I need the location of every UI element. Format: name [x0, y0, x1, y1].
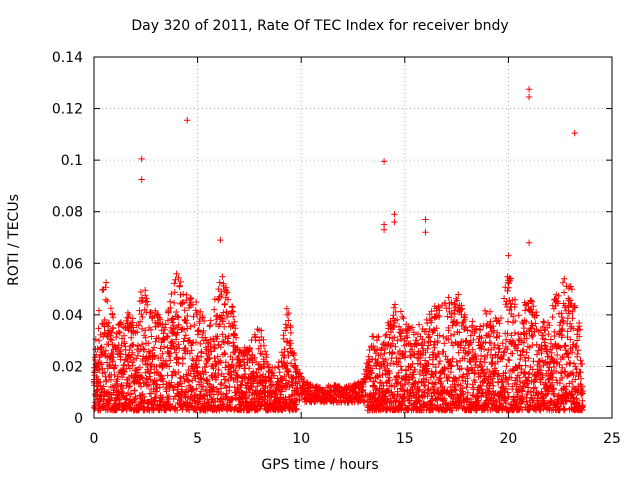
y-tick-label: 0.12 — [52, 102, 83, 118]
y-tick-label: 0.1 — [61, 153, 83, 169]
roti-data-points — [90, 86, 586, 414]
y-tick-label: 0.06 — [52, 256, 83, 272]
y-tick-label: 0.04 — [52, 308, 83, 324]
y-tick-label: 0.08 — [52, 205, 83, 221]
x-tick-label: 10 — [292, 431, 310, 447]
plot-border — [93, 56, 613, 419]
x-axis-label: GPS time / hours — [261, 457, 379, 473]
y-tick-label: 0.14 — [52, 50, 83, 66]
y-tick-label: 0 — [74, 411, 83, 427]
x-tick-label: 0 — [90, 431, 99, 447]
y-tick-label: 0.02 — [52, 359, 83, 375]
x-tick-label: 15 — [396, 431, 414, 447]
x-tick-label: 20 — [499, 431, 517, 447]
chart-title: Day 320 of 2011, Rate Of TEC Index for r… — [131, 18, 509, 34]
y-axis-label: ROTI / TECUs — [6, 194, 22, 286]
x-tick-label: 25 — [603, 431, 621, 447]
x-tick-label: 5 — [193, 431, 202, 447]
